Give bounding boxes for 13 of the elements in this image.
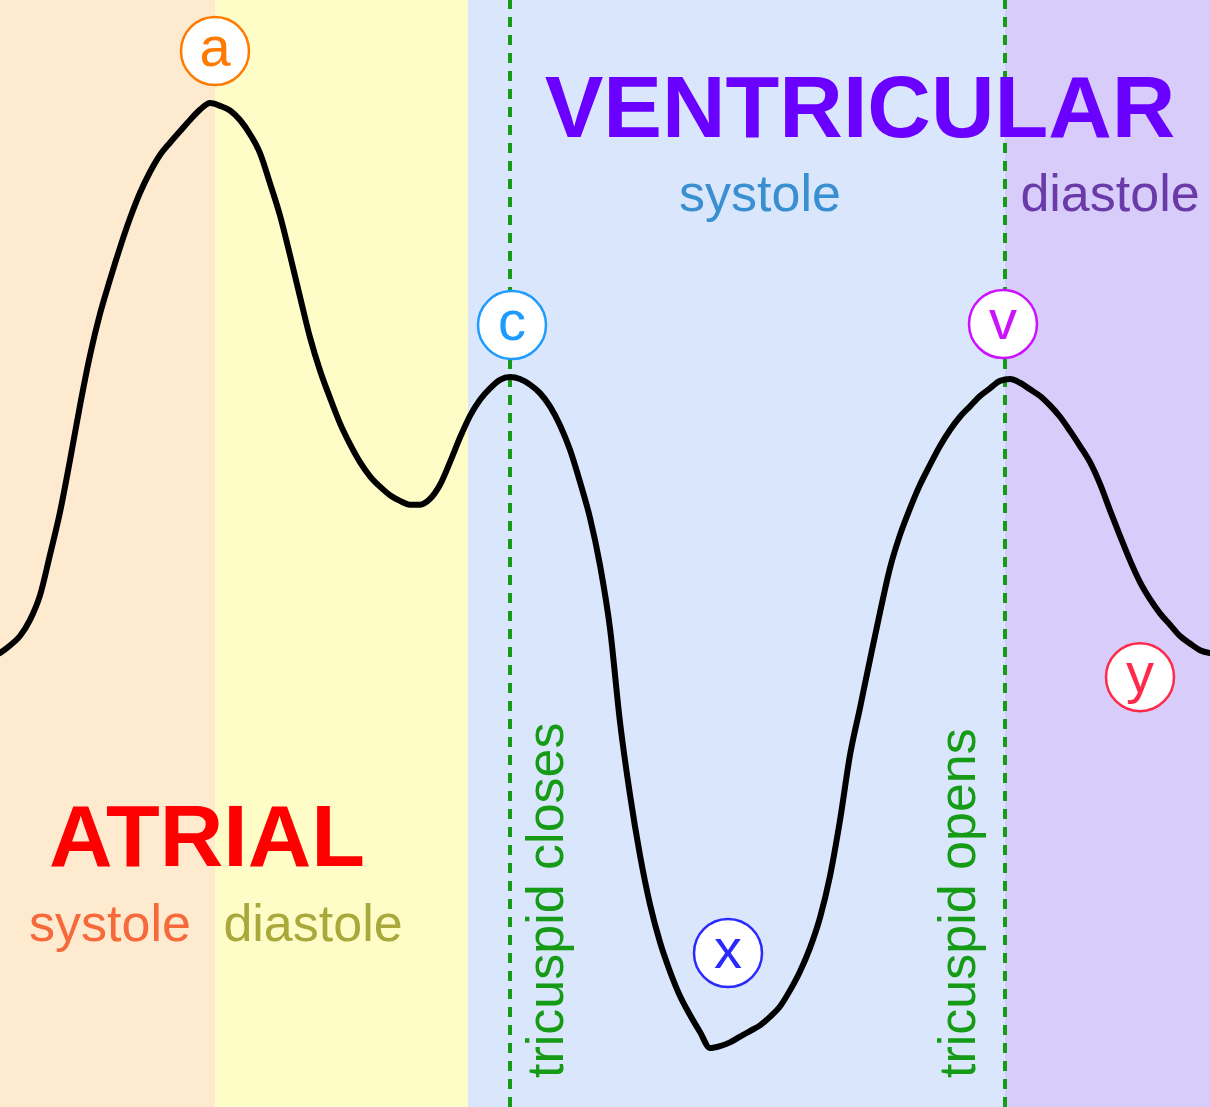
annotation: a	[199, 15, 232, 79]
annotation: VENTRICULAR	[544, 57, 1176, 156]
annotation: diastole	[1020, 164, 1200, 222]
annotation: v	[989, 287, 1017, 351]
annotation: y	[1126, 641, 1154, 705]
annotation: tricuspid closes	[516, 722, 574, 1078]
annotation: systole	[29, 894, 191, 952]
annotation: x	[714, 917, 742, 981]
annotation: tricuspid opens	[928, 728, 986, 1078]
annotation: systole	[679, 164, 841, 222]
annotation: diastole	[223, 894, 403, 952]
annotation: c	[498, 289, 526, 353]
annotation: ATRIAL	[48, 786, 366, 885]
